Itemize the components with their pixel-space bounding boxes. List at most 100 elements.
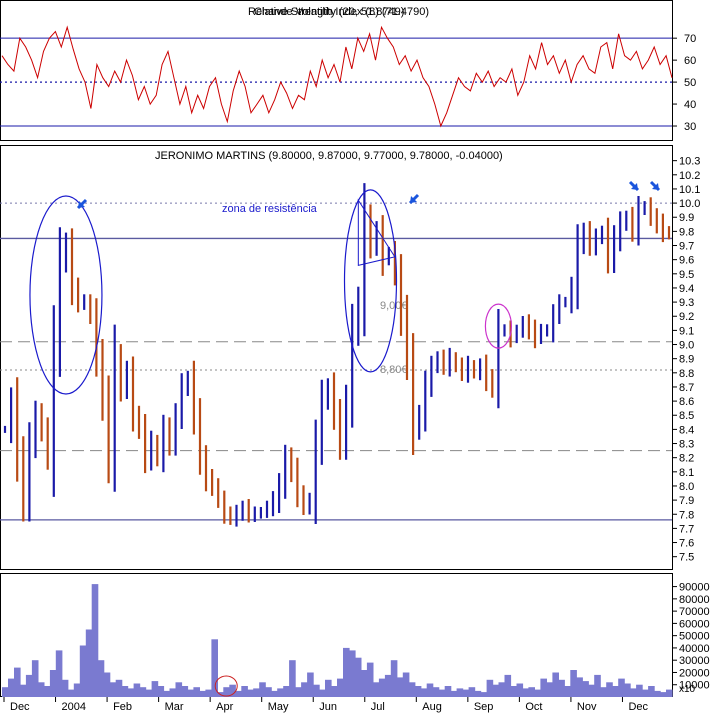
price-tick-label: 9.4 xyxy=(679,283,694,295)
volume-bar xyxy=(265,687,272,697)
volume-bar xyxy=(277,688,284,697)
volume-bar xyxy=(307,672,314,697)
volume-tick-label: 60000 xyxy=(679,618,710,630)
volume-bar xyxy=(235,690,242,697)
volume-bar xyxy=(642,689,649,697)
volume-bar xyxy=(606,682,613,697)
price-tick-label: 7.8 xyxy=(679,509,694,521)
volume-bar xyxy=(546,682,553,697)
volume-bar xyxy=(438,689,446,697)
volume-bar xyxy=(600,687,607,697)
volume-bar xyxy=(516,683,524,697)
volume-panel xyxy=(0,573,673,697)
rsi-series-line xyxy=(1,25,673,128)
volume-bar xyxy=(31,660,39,697)
rsi-title: Relative Strength Index (8) (71.4790) xyxy=(248,6,429,18)
price-tick-label: 10.0 xyxy=(679,198,700,210)
volume-tick-label: 30000 xyxy=(679,655,710,667)
price-tick-label: 7.9 xyxy=(679,495,694,507)
volume-bar xyxy=(468,687,476,697)
volume-bar xyxy=(325,679,332,697)
volume-bar xyxy=(474,690,482,697)
resistance-arrow-icon xyxy=(76,198,88,210)
volume-bar xyxy=(492,684,500,697)
price-title: JERONIMO MARTINS (9.80000, 9.87000, 9.77… xyxy=(155,150,503,162)
volume-bar xyxy=(349,650,356,697)
volume-bar xyxy=(127,688,135,697)
volume-bar xyxy=(331,686,338,697)
x-tick-label: Mar xyxy=(165,701,184,713)
volume-bar xyxy=(462,689,470,697)
x-tick-label: Nov xyxy=(577,701,597,713)
volume-tick-label: 20000 xyxy=(679,667,710,679)
price-tick-label: 8.6 xyxy=(679,396,694,408)
volume-bar xyxy=(253,688,260,697)
volume-bar xyxy=(193,687,200,697)
volume-bar xyxy=(241,686,248,697)
volume-bar xyxy=(55,650,63,697)
volume-bar xyxy=(528,687,535,697)
volume-bar xyxy=(14,667,21,697)
volume-bar xyxy=(283,686,290,697)
volume-bar xyxy=(444,686,452,697)
volume-bar xyxy=(91,584,99,697)
price-tick-label: 9.3 xyxy=(679,297,694,309)
volume-bar xyxy=(648,686,655,697)
volume-bar xyxy=(660,692,667,697)
volume-bar xyxy=(564,686,571,697)
x-tick-label: May xyxy=(268,701,289,713)
volume-bar xyxy=(313,684,320,697)
price-tick-label: 8.5 xyxy=(679,410,694,422)
level-880-label: 8,80€ xyxy=(380,364,408,376)
volume-bar xyxy=(666,689,673,697)
x-tick-label: Oct xyxy=(525,701,542,713)
price-tick-label: 9.0 xyxy=(679,340,694,352)
volume-bar xyxy=(558,679,565,697)
volume-bar xyxy=(109,682,117,697)
volume-tick-label: 70000 xyxy=(679,606,710,618)
highlight-ellipse xyxy=(343,189,398,373)
resistance-arrow-icon xyxy=(652,183,659,190)
price-tick-label: 10.3 xyxy=(679,156,700,168)
volume-tick-label: 90000 xyxy=(679,582,710,594)
resistance-arrow-icon xyxy=(649,180,661,192)
price-tick-label: 9.2 xyxy=(679,311,694,323)
volume-bar xyxy=(624,683,631,697)
volume-bar xyxy=(426,683,434,697)
volume-bar xyxy=(480,692,488,697)
x-tick-label: Dec xyxy=(628,701,648,713)
resistance-arrow-icon xyxy=(631,183,638,190)
volume-bar xyxy=(139,687,147,697)
volume-bar xyxy=(343,647,350,697)
price-tick-label: 10.1 xyxy=(679,184,700,196)
volume-bar xyxy=(360,670,368,697)
rsi-tick-label: 40 xyxy=(684,99,696,111)
price-tick-label: 10.2 xyxy=(679,170,700,182)
x-tick-label: Jun xyxy=(319,701,337,713)
rsi-tick-label: 70 xyxy=(684,33,696,45)
volume-bar xyxy=(486,679,494,697)
pennant-triangle xyxy=(357,198,396,266)
highlight-ellipse xyxy=(484,303,513,349)
price-tick-label: 9.1 xyxy=(679,325,694,337)
volume-bar xyxy=(2,687,9,697)
volume-tick-label: 80000 xyxy=(679,594,710,606)
volume-bar xyxy=(61,679,69,697)
x-tick-label: Feb xyxy=(113,701,132,713)
price-tick-label: 9.5 xyxy=(679,269,694,281)
price-tick-label: 8.8 xyxy=(679,368,694,380)
volume-bar xyxy=(618,678,625,697)
volume-bar xyxy=(498,682,506,697)
volume-bar xyxy=(612,686,619,697)
volume-bar xyxy=(510,686,518,697)
rsi-tick-label: 60 xyxy=(684,55,696,67)
volume-bar xyxy=(199,690,206,697)
price-tick-label: 9.6 xyxy=(679,255,694,267)
resistance-zone-label: zona de resistência xyxy=(222,203,318,215)
volume-bar xyxy=(570,670,577,697)
volume-highlight-ellipse xyxy=(214,675,238,697)
volume-bar xyxy=(103,672,111,697)
volume-bar xyxy=(402,672,410,697)
volume-bar xyxy=(247,689,254,697)
